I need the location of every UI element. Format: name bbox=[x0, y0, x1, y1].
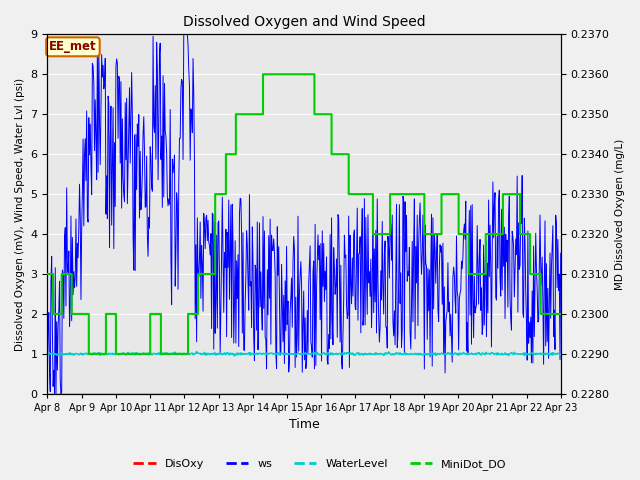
Text: EE_met: EE_met bbox=[49, 40, 97, 53]
Title: Dissolved Oxygen and Wind Speed: Dissolved Oxygen and Wind Speed bbox=[183, 15, 426, 29]
X-axis label: Time: Time bbox=[289, 419, 319, 432]
Y-axis label: Dissolved Oxygen (mV), Wind Speed, Water Lvl (psi): Dissolved Oxygen (mV), Wind Speed, Water… bbox=[15, 77, 25, 350]
Legend: DisOxy, ws, WaterLevel, MiniDot_DO: DisOxy, ws, WaterLevel, MiniDot_DO bbox=[129, 455, 511, 474]
Y-axis label: MD Dissolved Oxygen (mg/L): MD Dissolved Oxygen (mg/L) bbox=[615, 138, 625, 290]
